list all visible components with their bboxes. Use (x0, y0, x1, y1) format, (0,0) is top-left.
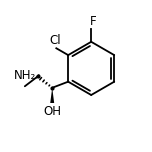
Text: F: F (89, 15, 96, 28)
Polygon shape (50, 88, 54, 103)
Text: Cl: Cl (50, 34, 61, 47)
Text: OH: OH (43, 105, 61, 118)
Text: NH₂: NH₂ (14, 69, 36, 82)
